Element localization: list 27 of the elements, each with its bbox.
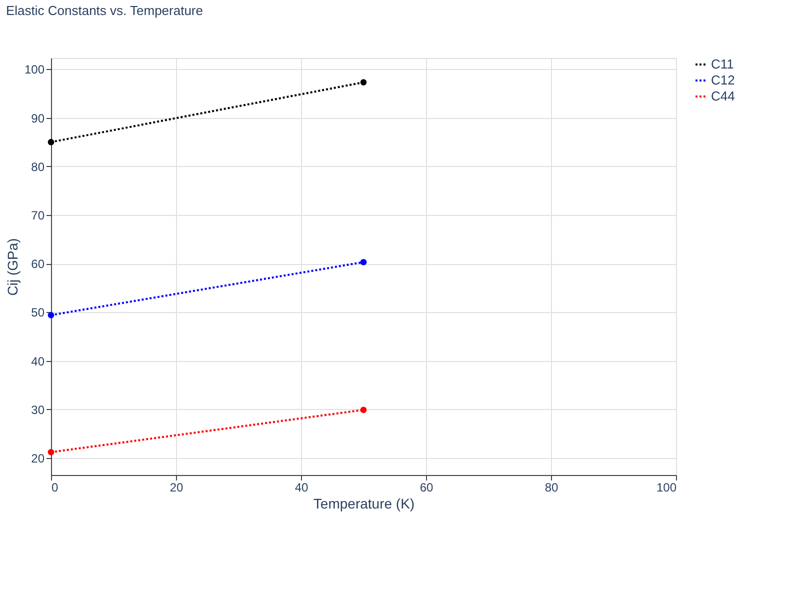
x-tick-label: 100 <box>656 480 677 494</box>
x-axis-title: Temperature (K) <box>313 496 415 512</box>
y-tick-label: 60 <box>31 257 45 272</box>
y-tick-label: 30 <box>31 402 45 417</box>
x-tick-label: 20 <box>170 480 184 494</box>
y-tick-label: 80 <box>31 160 45 174</box>
point <box>360 79 367 86</box>
point <box>360 258 367 266</box>
y-tick-label: 20 <box>31 451 45 466</box>
legend-label: C11 <box>711 56 734 72</box>
point <box>48 138 54 146</box>
x-tick-label: 80 <box>544 480 558 494</box>
x-tick-label: 60 <box>420 480 434 494</box>
y-tick-label: 100 <box>24 62 45 77</box>
legend-label: C12 <box>711 72 735 88</box>
x-tick-label: 40 <box>294 480 308 494</box>
point <box>48 449 54 456</box>
point <box>360 406 367 414</box>
y-axis-title: Cij (GPa) <box>4 238 20 296</box>
point <box>48 312 54 318</box>
y-tick-label: 50 <box>31 306 45 320</box>
chart-title: Elastic Constants vs. Temperature <box>6 3 203 18</box>
y-tick-label: 90 <box>31 111 45 126</box>
legend-label: C44 <box>711 88 735 104</box>
y-tick-label: 70 <box>31 208 45 222</box>
y-tick-label: 40 <box>31 354 45 368</box>
x-tick-label: 0 <box>52 480 58 494</box>
